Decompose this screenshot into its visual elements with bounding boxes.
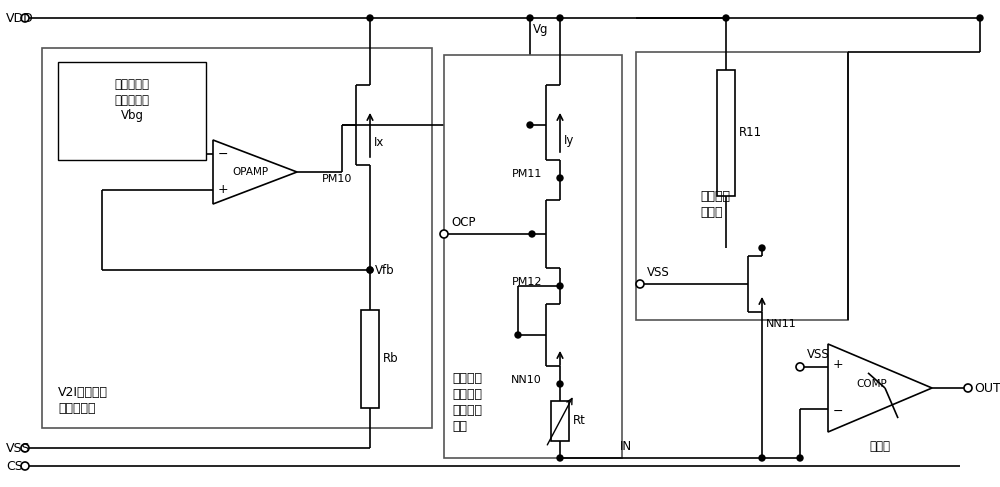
Bar bbox=[58, 62, 206, 160]
Circle shape bbox=[515, 332, 521, 338]
Text: PM12: PM12 bbox=[512, 277, 542, 287]
Text: 比较器: 比较器 bbox=[870, 439, 891, 452]
Text: −: − bbox=[218, 148, 228, 161]
Bar bbox=[636, 52, 848, 320]
Circle shape bbox=[797, 455, 803, 461]
Text: 电压设定: 电压设定 bbox=[452, 404, 482, 416]
Text: Vbg: Vbg bbox=[120, 110, 144, 123]
Circle shape bbox=[557, 175, 563, 181]
Bar bbox=[361, 310, 379, 408]
Text: Rb: Rb bbox=[383, 353, 399, 366]
Circle shape bbox=[527, 122, 533, 128]
Bar bbox=[551, 401, 569, 441]
Circle shape bbox=[977, 15, 983, 21]
Text: +: + bbox=[218, 183, 229, 196]
Circle shape bbox=[367, 15, 373, 21]
Circle shape bbox=[557, 283, 563, 289]
Text: OPAMP: OPAMP bbox=[232, 167, 268, 177]
Text: NN10: NN10 bbox=[511, 375, 542, 385]
Text: Ix: Ix bbox=[374, 136, 384, 150]
Text: 负高压承: 负高压承 bbox=[700, 189, 730, 203]
Text: 零温度系数: 零温度系数 bbox=[114, 77, 150, 91]
Text: COMP: COMP bbox=[857, 379, 887, 389]
Text: OCP: OCP bbox=[451, 216, 476, 228]
Bar bbox=[42, 48, 432, 428]
Circle shape bbox=[21, 462, 29, 470]
Circle shape bbox=[759, 455, 765, 461]
Text: VSS: VSS bbox=[6, 442, 30, 454]
Text: V2I电压到电: V2I电压到电 bbox=[58, 386, 108, 398]
Circle shape bbox=[529, 231, 535, 237]
Text: +: + bbox=[833, 358, 844, 372]
Text: R11: R11 bbox=[739, 127, 762, 139]
Circle shape bbox=[723, 15, 729, 21]
Text: −: − bbox=[833, 405, 844, 418]
Text: CS: CS bbox=[6, 460, 23, 472]
Circle shape bbox=[557, 15, 563, 21]
Circle shape bbox=[367, 267, 373, 273]
Text: Vfb: Vfb bbox=[375, 263, 395, 277]
Circle shape bbox=[21, 14, 29, 22]
Text: VSS: VSS bbox=[647, 265, 670, 279]
Bar bbox=[717, 70, 735, 196]
Text: PM10: PM10 bbox=[322, 174, 352, 184]
Circle shape bbox=[964, 384, 972, 392]
Text: 模块: 模块 bbox=[452, 419, 467, 432]
Text: Rt: Rt bbox=[573, 414, 586, 428]
Text: 正参考电压: 正参考电压 bbox=[114, 94, 150, 107]
Text: 保护阈值: 保护阈值 bbox=[452, 388, 482, 400]
Circle shape bbox=[557, 455, 563, 461]
Text: OUT: OUT bbox=[974, 381, 1000, 394]
Circle shape bbox=[527, 15, 533, 21]
Text: VSS: VSS bbox=[807, 348, 830, 361]
Circle shape bbox=[557, 381, 563, 387]
Text: PM11: PM11 bbox=[512, 169, 542, 179]
Circle shape bbox=[759, 245, 765, 251]
Text: 过流充电: 过流充电 bbox=[452, 372, 482, 385]
Circle shape bbox=[440, 230, 448, 238]
Text: Iy: Iy bbox=[564, 134, 574, 147]
Text: IN: IN bbox=[620, 439, 632, 452]
Circle shape bbox=[367, 267, 373, 273]
Circle shape bbox=[796, 363, 804, 371]
Text: NN11: NN11 bbox=[766, 319, 797, 329]
Text: 流转换模块: 流转换模块 bbox=[58, 401, 96, 414]
Circle shape bbox=[21, 444, 29, 452]
Text: Vg: Vg bbox=[533, 23, 548, 37]
Text: 受模块: 受模块 bbox=[700, 206, 722, 219]
Text: VDD: VDD bbox=[6, 12, 34, 24]
Bar bbox=[444, 55, 622, 458]
Circle shape bbox=[636, 280, 644, 288]
